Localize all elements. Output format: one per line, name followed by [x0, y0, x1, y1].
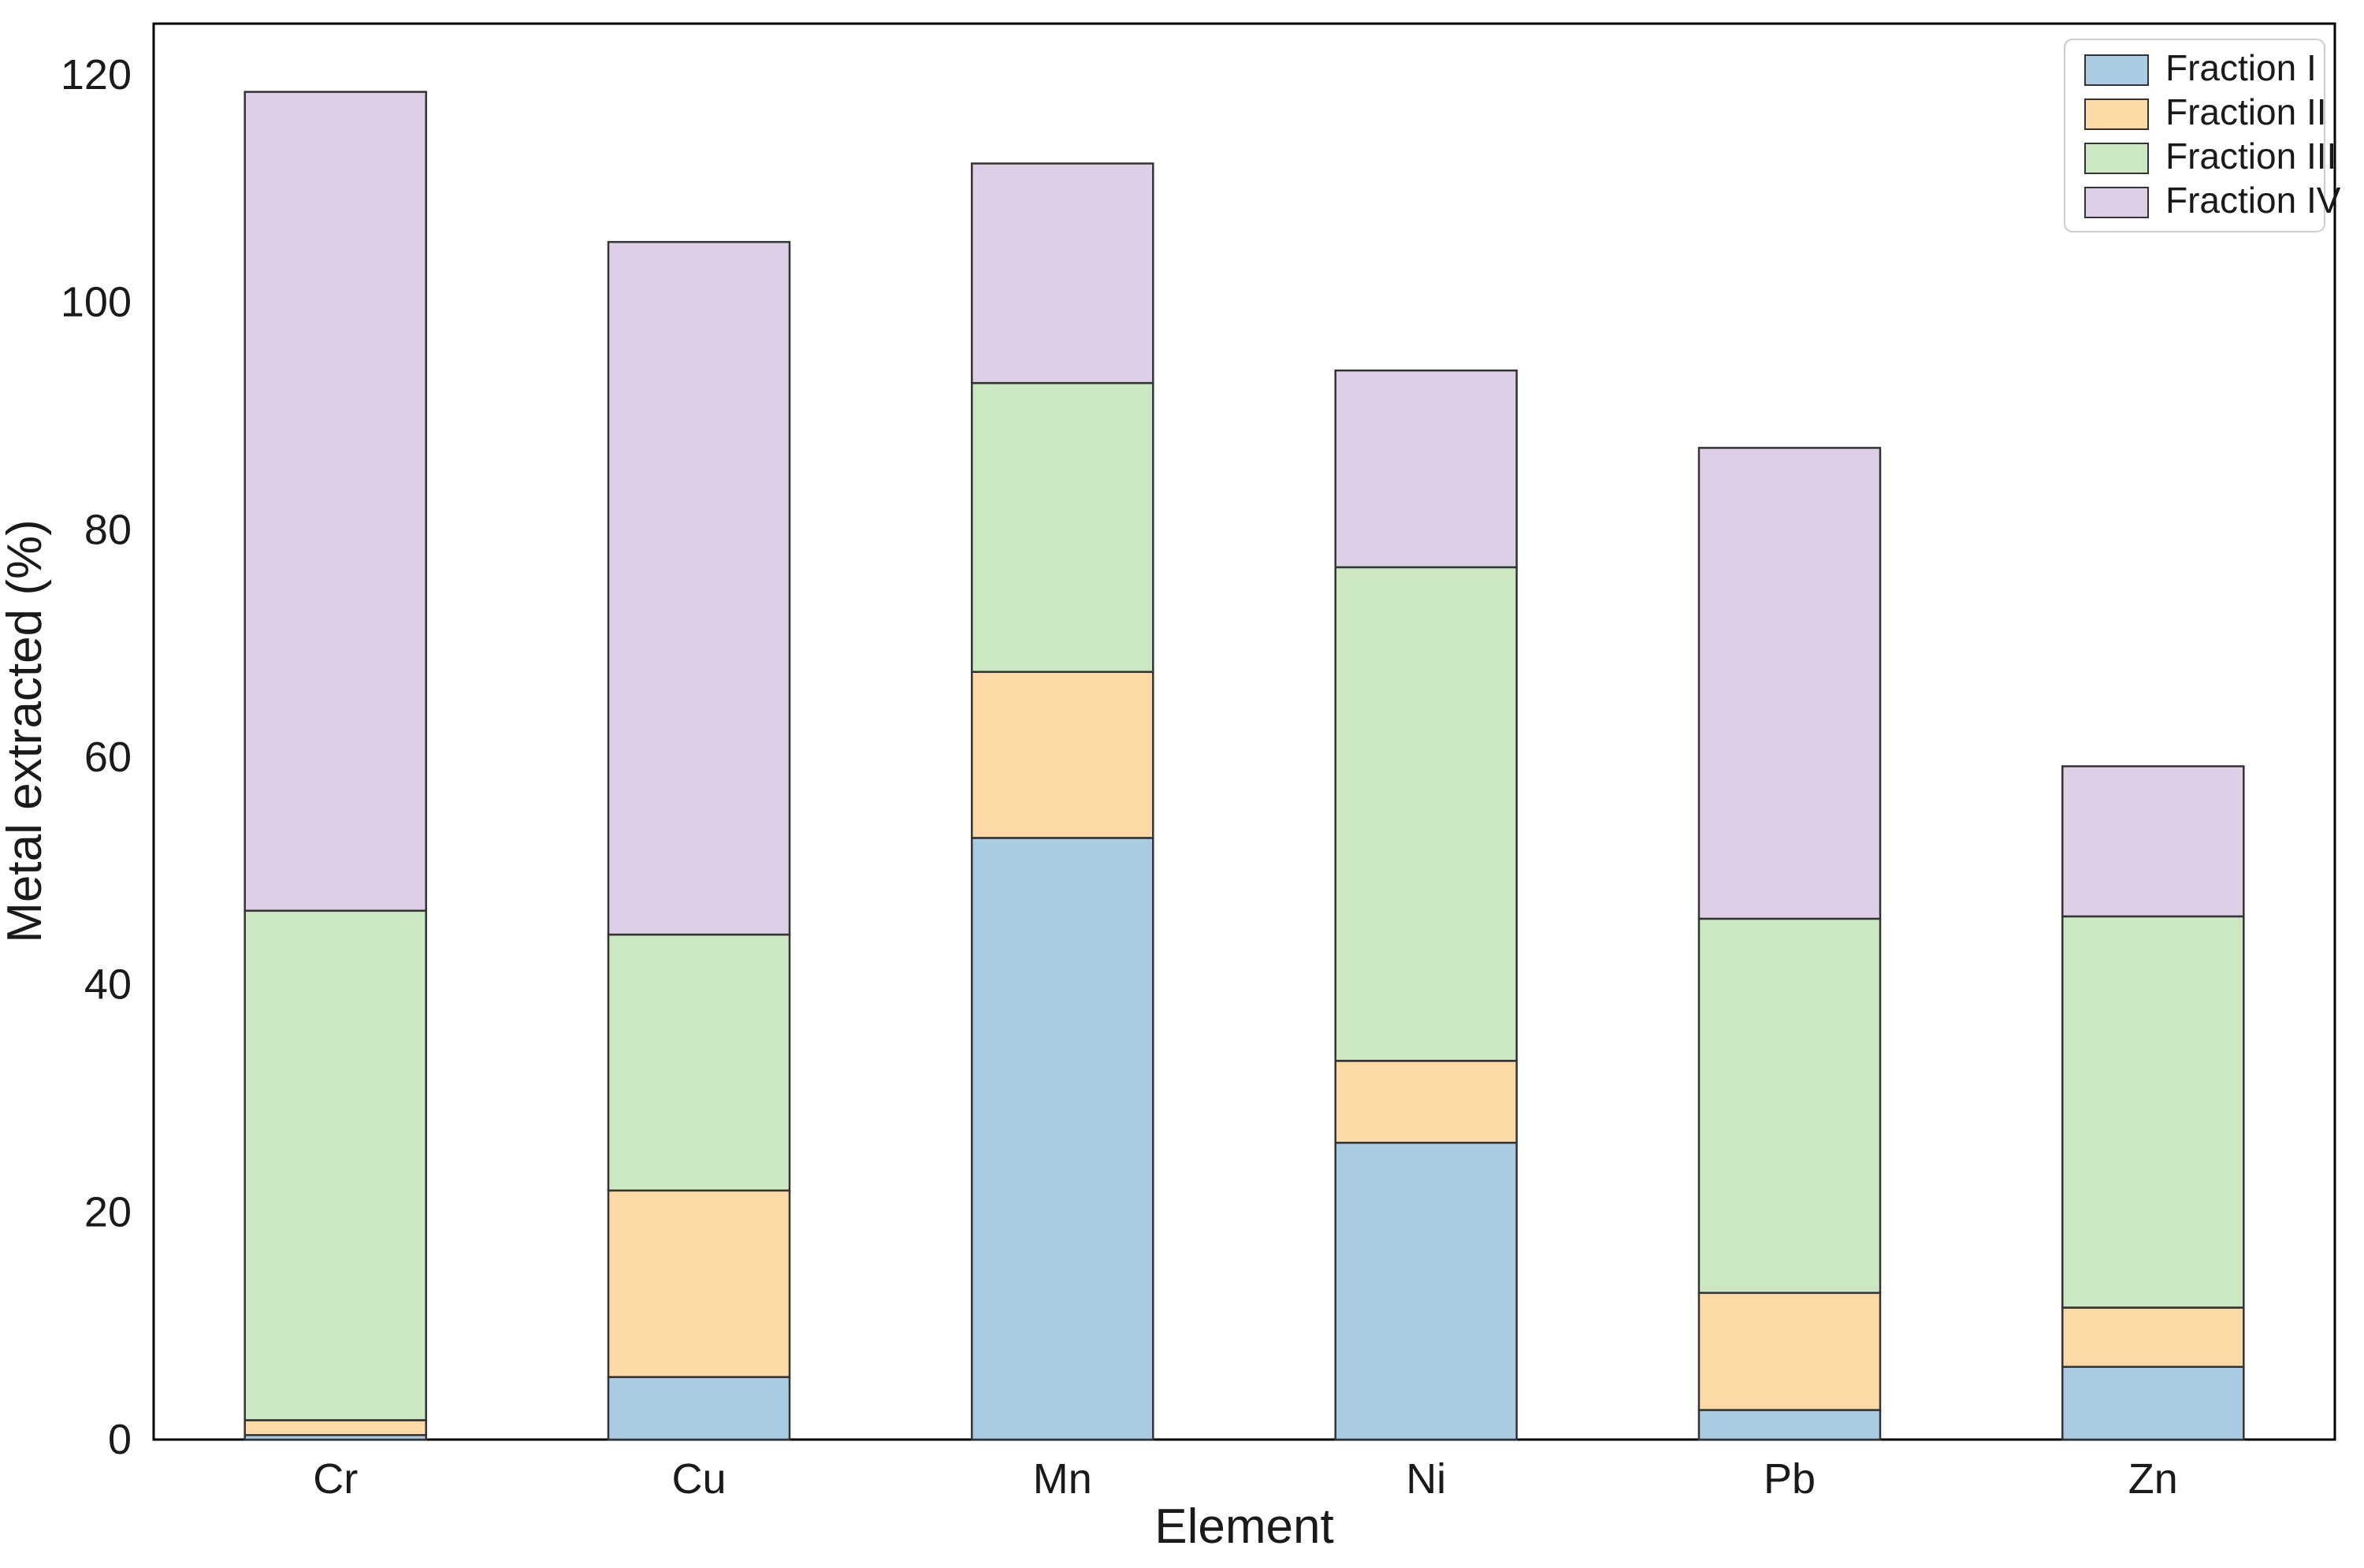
y-tick-label: 0	[108, 1416, 132, 1463]
x-tick-label-pb: Pb	[1764, 1455, 1816, 1503]
bar-segment-Pb-fraction-i	[1697, 1409, 1882, 1441]
legend-label-fraction-iii: Fraction III	[2165, 136, 2336, 176]
bar-segment-Pb-fraction-iii	[1697, 917, 1882, 1295]
bars-group	[243, 91, 2245, 1441]
legend-swatch-fraction-ii	[2084, 98, 2149, 130]
bar-segment-Cu-fraction-iv	[607, 240, 791, 936]
y-tick-label: 100	[61, 279, 132, 326]
bar-segment-Cu-fraction-iii	[607, 933, 791, 1192]
plot-area-border	[152, 22, 2336, 1441]
bar-segment-Zn-fraction-ii	[2061, 1306, 2245, 1368]
bar-segment-Cu-fraction-i	[607, 1376, 791, 1441]
bar-segment-Pb-fraction-iv	[1697, 447, 1882, 920]
bar-segment-Mn-fraction-ii	[971, 671, 1154, 839]
y-tick-label: 20	[84, 1188, 132, 1235]
bar-segment-Ni-fraction-ii	[1334, 1060, 1518, 1144]
bar-segment-Mn-fraction-iv	[971, 162, 1154, 385]
y-tick-label: 40	[84, 961, 132, 1009]
y-tick-label: 60	[84, 734, 132, 781]
bar-segment-Pb-fraction-ii	[1697, 1291, 1882, 1411]
bar-segment-Zn-fraction-i	[2061, 1365, 2245, 1441]
bar-segment-Ni-fraction-i	[1334, 1142, 1518, 1441]
x-tick-label-zn: Zn	[2128, 1455, 2178, 1503]
bar-segment-Mn-fraction-i	[971, 837, 1154, 1441]
bar-segment-Cr-fraction-ii	[243, 1419, 427, 1436]
y-tick-label: 120	[61, 51, 132, 98]
y-axis-title: Metal extracted (%)	[0, 519, 52, 943]
legend-swatch-fraction-i	[2084, 54, 2149, 86]
y-tick-label: 80	[84, 506, 132, 553]
legend-label-fraction-i: Fraction I	[2165, 47, 2317, 88]
bar-segment-Zn-fraction-iv	[2061, 765, 2245, 918]
x-tick-label-mn: Mn	[1033, 1455, 1092, 1503]
x-tick-label-ni: Ni	[1406, 1455, 1446, 1503]
bar-segment-Cu-fraction-ii	[607, 1189, 791, 1378]
legend-swatch-fraction-iii	[2084, 143, 2149, 174]
legend-label-fraction-iv: Fraction IV	[2165, 180, 2341, 221]
legend-swatch-fraction-iv	[2084, 187, 2149, 218]
bar-segment-Ni-fraction-iv	[1334, 369, 1518, 569]
bar-segment-Cr-fraction-iii	[243, 909, 427, 1421]
bar-segment-Zn-fraction-iii	[2061, 915, 2245, 1309]
bar-segment-Cr-fraction-iv	[243, 91, 427, 912]
bar-segment-Mn-fraction-iii	[971, 381, 1154, 673]
x-tick-label-cu: Cu	[671, 1455, 726, 1503]
y-tick-labels: 0 20 40 60 80 100 120	[61, 51, 132, 1463]
bar-segment-Ni-fraction-iii	[1334, 566, 1518, 1062]
x-axis-title: Element	[1154, 1499, 1333, 1554]
x-tick-label-cr: Cr	[313, 1455, 358, 1503]
x-tick-labels: Cr Cu Mn Ni Pb Zn	[313, 1455, 2178, 1503]
legend-box	[2064, 39, 2325, 232]
legend-label-fraction-ii: Fraction II	[2165, 91, 2327, 132]
